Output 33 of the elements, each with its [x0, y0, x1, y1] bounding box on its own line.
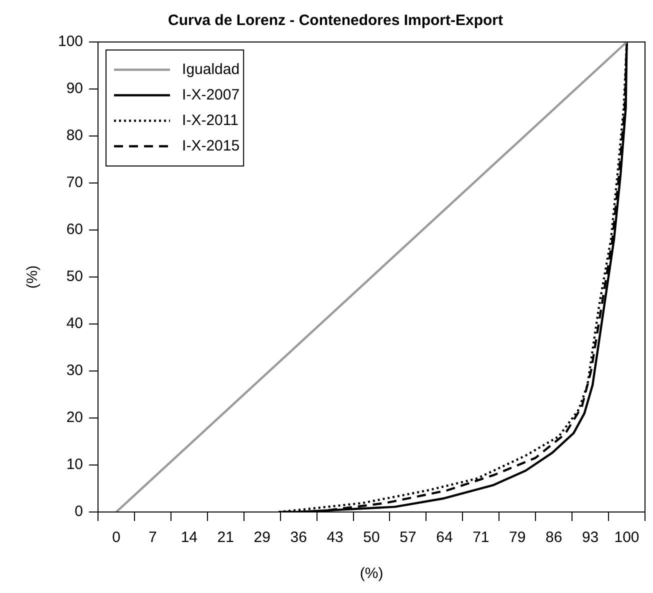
x-tick-label: 71	[472, 529, 490, 546]
x-tick-label: 100	[614, 529, 640, 546]
y-tick-label: 10	[66, 456, 84, 474]
x-tick-label: 14	[180, 529, 198, 546]
x-tick-label: 29	[254, 529, 270, 546]
x-tick-label: 93	[582, 529, 599, 546]
y-tick-label: 40	[66, 315, 84, 332]
x-tick-label: 7	[148, 529, 157, 546]
x-tick-label: 57	[400, 529, 416, 546]
x-tick-label: 36	[290, 529, 307, 546]
y-tick-label: 90	[66, 80, 84, 98]
y-tick-label: 70	[66, 174, 84, 192]
y-tick-label: 20	[66, 409, 84, 426]
x-tick-label: 21	[217, 529, 234, 546]
x-axis-title: (%)	[360, 565, 384, 582]
legend-label: I-X-2015	[182, 137, 240, 154]
x-tick-label: 0	[112, 529, 120, 546]
x-tick-label: 86	[545, 529, 562, 546]
chart-title: Curva de Lorenz - Contenedores Import-Export	[168, 12, 504, 30]
legend-label: I-X-2007	[182, 86, 240, 104]
y-tick-label: 50	[66, 268, 84, 286]
y-axis-title: (%)	[24, 265, 42, 289]
legend-label: I-X-2011	[182, 112, 238, 129]
x-tick-label: 43	[326, 529, 344, 546]
legend-label: Igualdad	[182, 60, 240, 78]
x-tick-label: 64	[436, 529, 453, 546]
y-tick-label: 60	[66, 221, 84, 238]
x-tick-label: 79	[509, 529, 526, 546]
y-tick-label: 80	[66, 127, 84, 144]
y-tick-label: 100	[58, 33, 84, 50]
y-tick-label: 0	[74, 503, 84, 520]
x-tick-label: 50	[363, 529, 380, 546]
y-tick-label: 30	[66, 362, 84, 380]
